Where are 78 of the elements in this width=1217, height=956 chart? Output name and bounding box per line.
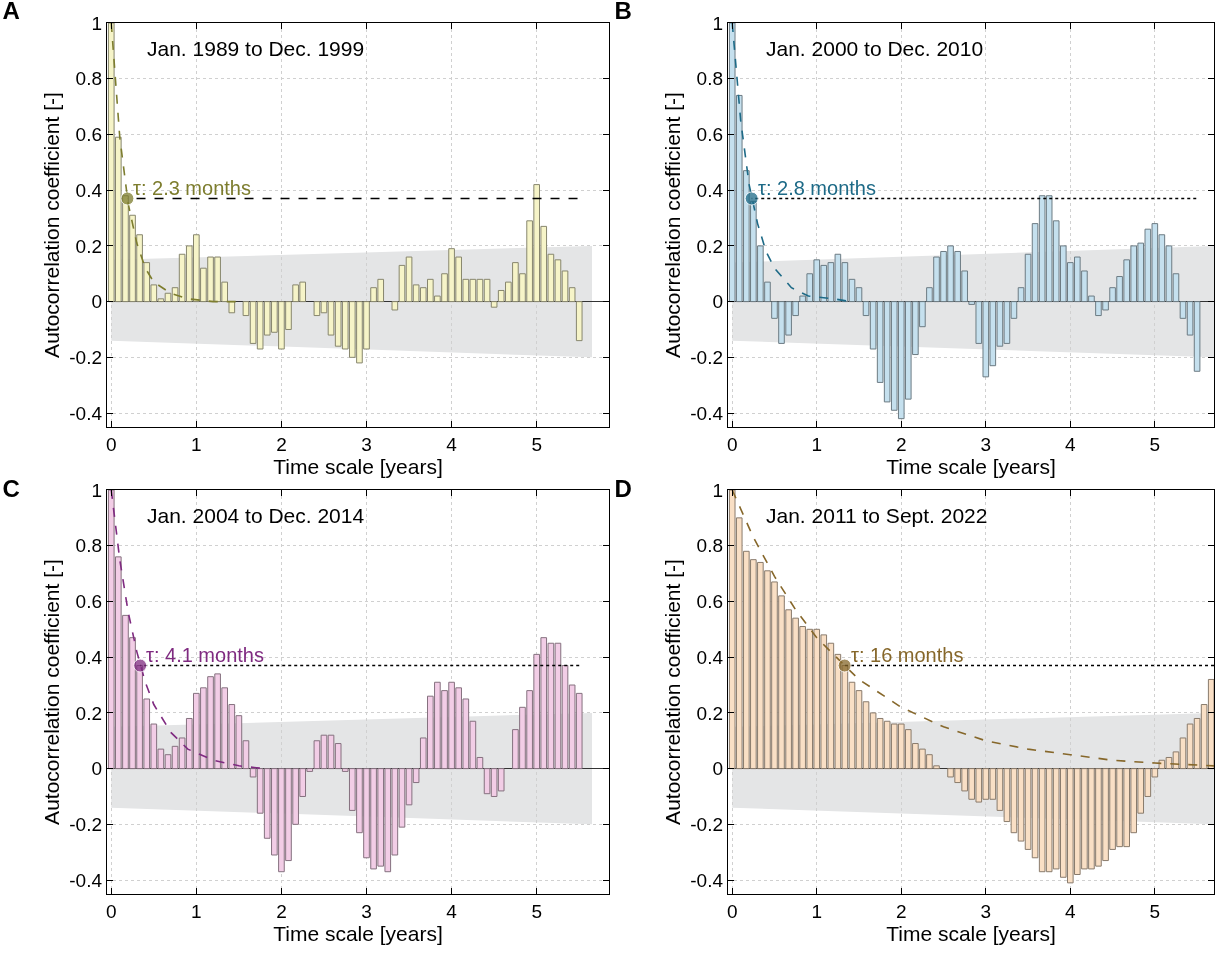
text: Jan. 2004 to Dec. 2014 xyxy=(147,504,365,527)
y-tick-label: 0.6 xyxy=(75,591,102,613)
y-axis-title: Autocorrelation coefficient [-] xyxy=(660,92,684,358)
y-tick-label: 0.6 xyxy=(75,124,102,146)
y-tick-label: 0.8 xyxy=(75,68,102,90)
y-tick-label: 0.8 xyxy=(696,68,723,90)
x-tick-label: 1 xyxy=(191,901,202,922)
x-tick-label: 4 xyxy=(446,434,458,455)
chart-title: C xyxy=(2,475,20,503)
y-tick-label: 0.2 xyxy=(696,702,723,724)
x-tick-label: 1 xyxy=(811,434,823,455)
y-tick-label: 1 xyxy=(712,479,723,501)
x-tick-label: 5 xyxy=(1149,901,1161,922)
x-tick-label: 3 xyxy=(980,434,992,455)
y-tick-label: 0 xyxy=(91,291,102,313)
annotation: τ: 2.3 months xyxy=(133,177,251,199)
y-tick-label: 1 xyxy=(91,12,102,34)
y-tick-label: -0.4 xyxy=(69,869,103,891)
y-tick-label: 0.6 xyxy=(696,591,723,613)
x-tick-label: 2 xyxy=(895,434,907,455)
x-tick-label: 2 xyxy=(895,901,907,922)
x-tick-label: 2 xyxy=(276,901,287,922)
x-tick-label: 5 xyxy=(1149,434,1161,455)
y-tick-label: 1 xyxy=(91,479,102,501)
x-axis-title: Time scale [years] xyxy=(273,922,443,945)
y-tick-label: 0.2 xyxy=(75,235,102,257)
x-tick-label: 1 xyxy=(811,901,823,922)
y-axis-title: Autocorrelation coefficient [-] xyxy=(660,559,684,825)
x-tick-label: 4 xyxy=(446,901,458,922)
text: Jan. 2000 to Dec. 2010 xyxy=(766,37,984,60)
text: Jan. 1989 to Dec. 1999 xyxy=(147,37,365,60)
x-tick-label: 0 xyxy=(105,434,117,455)
y-tick-label: 0.8 xyxy=(696,535,723,557)
y-tick-label: -0.2 xyxy=(69,346,102,368)
y-tick-label: 1 xyxy=(712,12,723,34)
x-tick-label: 1 xyxy=(191,434,202,455)
y-tick-label: 0.4 xyxy=(75,646,103,668)
chart-title: B xyxy=(614,0,632,25)
text: Jan. 2011 to Sept. 2022 xyxy=(766,504,988,527)
y-tick-label: 0.8 xyxy=(75,535,102,557)
x-tick-label: 5 xyxy=(531,901,542,922)
y-tick-label: 0.4 xyxy=(75,179,103,201)
y-tick-label: -0.2 xyxy=(69,813,102,835)
x-tick-label: 0 xyxy=(726,434,738,455)
x-tick-label: 4 xyxy=(1065,901,1077,922)
x-tick-label: 3 xyxy=(361,901,372,922)
y-tick-label: -0.4 xyxy=(690,402,724,424)
x-tick-label: 4 xyxy=(1065,434,1077,455)
annotation: τ: 4.1 months xyxy=(146,644,264,666)
y-tick-label: 0 xyxy=(91,758,102,780)
y-tick-label: 0.4 xyxy=(696,646,724,668)
x-tick-label: 2 xyxy=(276,434,287,455)
x-tick-label: 0 xyxy=(726,901,738,922)
x-tick-label: 5 xyxy=(531,434,542,455)
y-tick-label: 0.6 xyxy=(696,124,723,146)
y-tick-label: 0 xyxy=(712,291,723,313)
line-series xyxy=(731,490,1214,767)
y-tick-label: -0.4 xyxy=(69,402,103,424)
y-tick-label: 0.2 xyxy=(75,702,102,724)
annotation: τ: 16 months xyxy=(851,644,964,666)
x-axis-title: Time scale [years] xyxy=(886,922,1056,945)
annotation: τ: 2.8 months xyxy=(758,177,876,199)
y-tick-label: 0 xyxy=(712,758,723,780)
y-tick-label: 0.4 xyxy=(696,179,724,201)
y-tick-label: -0.4 xyxy=(690,869,724,891)
y-tick-label: 0.2 xyxy=(696,235,723,257)
y-axis-title: Autocorrelation coefficient [-] xyxy=(39,92,63,358)
x-tick-label: 3 xyxy=(980,901,992,922)
chart-title: D xyxy=(614,475,632,503)
x-tick-label: 3 xyxy=(361,434,372,455)
chart-title: A xyxy=(2,0,20,25)
y-axis-title: Autocorrelation coefficient [-] xyxy=(39,559,63,825)
y-tick-label: -0.2 xyxy=(690,346,723,368)
x-axis-title: Time scale [years] xyxy=(273,455,443,478)
y-tick-label: -0.2 xyxy=(690,813,723,835)
x-tick-label: 0 xyxy=(105,901,117,922)
bar xyxy=(228,301,236,314)
x-axis-title: Time scale [years] xyxy=(886,455,1056,478)
